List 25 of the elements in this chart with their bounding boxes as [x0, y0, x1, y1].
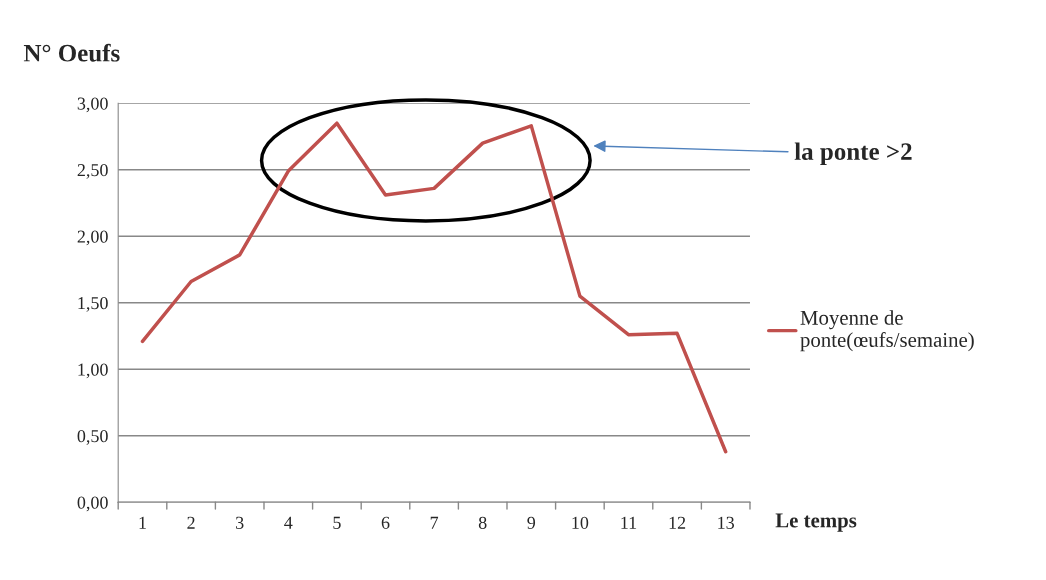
x-axis-title: Le temps — [775, 513, 857, 532]
y-tick-label: 1,50 — [78, 297, 108, 312]
y-tick-label: 0,50 — [77, 430, 108, 445]
y-tick-label: 1,00 — [78, 363, 108, 379]
x-tick-label: 13 — [718, 516, 735, 529]
x-tick-label: 7 — [430, 516, 439, 529]
x-tick-label: 12 — [669, 516, 686, 529]
x-tick-label: 4 — [284, 516, 293, 529]
line-series — [140, 121, 728, 454]
y-tick-label: 2,00 — [77, 230, 108, 246]
x-tick-label: 2 — [187, 516, 195, 529]
legend-label: Moyenne de ponte(œufs/semaine) — [800, 310, 974, 352]
y-tick-label: 2,50 — [77, 164, 108, 179]
x-tick-label: 9 — [527, 516, 536, 529]
x-tick-label: 8 — [478, 516, 487, 529]
x-tick-label: 6 — [381, 516, 390, 529]
y-tick-label: 3,00 — [77, 97, 108, 113]
x-tick-label: 1 — [139, 516, 146, 529]
y-tick-label: 0,00 — [77, 496, 108, 512]
x-tick-label: 5 — [333, 516, 341, 529]
x-tick-label: 10 — [572, 516, 589, 529]
x-tick-label: 11 — [621, 516, 637, 529]
x-tick-label: 3 — [236, 516, 244, 529]
text: la ponte >2 — [794, 142, 912, 166]
y-axis-title: N° Oeufs — [23, 43, 120, 62]
